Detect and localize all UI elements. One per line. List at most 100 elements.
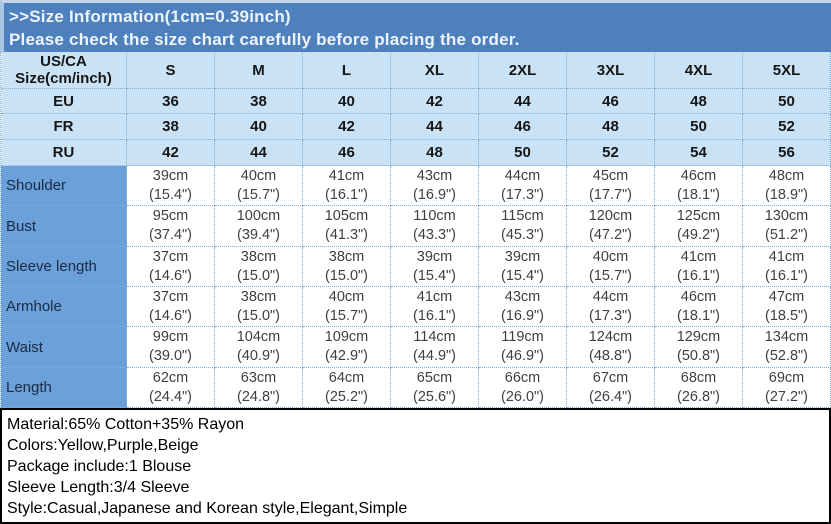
measurement-value-cell: 95cm (37.4")	[127, 206, 215, 247]
measurement-inch: (42.9")	[324, 348, 369, 364]
measurement-cm: 105cm	[324, 208, 369, 224]
measurement-label: Shoulder	[1, 166, 127, 206]
measurement-value-cell: 115cm (45.3")	[479, 206, 567, 247]
measurement-value-cell: 38cm (15.0")	[303, 247, 391, 287]
measurement-value-cell: 134cm (52.8")	[743, 327, 831, 368]
measurement-cm: 115cm	[501, 208, 544, 224]
region-size-value: 40	[303, 89, 391, 114]
region-size-value: 42	[303, 114, 391, 140]
product-detail-line: Style:Casual,Japanese and Korean style,E…	[7, 500, 408, 517]
size-header-row: US/CA Size(cm/inch) S M L XL 2XL 3XL 4XL 5XL	[1, 52, 831, 89]
measurement-inch: (16.1")	[324, 186, 369, 203]
measurement-cm: 114cm	[413, 329, 456, 345]
size-column-header: XL	[391, 52, 479, 89]
product-detail-line: Package include:1 Blouse	[7, 458, 192, 475]
measurement-value-cell: 100cm (39.4")	[215, 206, 303, 247]
measurement-value-cell: 38cm (15.0")	[215, 247, 303, 287]
measurement-cm: 100cm	[236, 208, 281, 224]
measurement-inch: (45.3")	[500, 227, 545, 243]
measurement-cm: 37cm	[152, 288, 189, 305]
measurement-cm: 130cm	[764, 208, 809, 224]
measurement-inch: (16.1")	[676, 267, 721, 284]
region-size-value: 52	[567, 140, 655, 166]
region-size-value: 36	[127, 89, 215, 114]
measurement-value-cell: 46cm (18.1")	[655, 287, 743, 327]
measurement-inch: (44.9")	[412, 348, 457, 364]
measurement-cm: 62cm	[152, 369, 189, 386]
region-size-value: 38	[127, 114, 215, 140]
region-size-value: 40	[215, 114, 303, 140]
measurement-value-cell: 37cm (14.6")	[127, 247, 215, 287]
measurement-inch: (16.9")	[412, 186, 457, 203]
measurement-label: Length	[1, 368, 127, 408]
measurement-value-cell: 105cm (41.3")	[303, 206, 391, 247]
measurement-inch: (17.3")	[500, 186, 545, 203]
measurement-inch: (15.4")	[412, 267, 457, 284]
corner-label-line2: Size(cm/inch)	[15, 70, 112, 87]
measurement-inch: (39.4")	[236, 227, 281, 243]
measurement-inch: (18.1")	[676, 307, 721, 324]
banner-title: >>Size Information(1cm=0.39inch)	[9, 7, 291, 26]
measurement-inch: (25.2")	[324, 388, 369, 405]
measurement-cm: 40cm	[240, 167, 277, 184]
measurement-value-cell: 39cm (15.4")	[391, 247, 479, 287]
measurement-inch: (15.0")	[324, 267, 369, 284]
corner-cell: US/CA Size(cm/inch)	[1, 52, 127, 89]
measurement-cm: 95cm	[152, 208, 189, 224]
measurement-inch: (50.8")	[676, 348, 721, 364]
size-column-header: L	[303, 52, 391, 89]
measurement-cm: 69cm	[768, 369, 805, 386]
measurement-inch: (15.0")	[236, 267, 281, 284]
measurement-value-cell: 39cm (15.4")	[479, 247, 567, 287]
measurement-inch: (27.2")	[764, 388, 809, 405]
measurement-inch: (16.1")	[412, 307, 457, 324]
measurement-inch: (15.0")	[236, 307, 281, 324]
measurement-inch: (39.0")	[148, 348, 193, 364]
measurement-cm: 39cm	[504, 248, 541, 265]
region-size-value: 56	[743, 140, 831, 166]
size-chart-table: US/CA Size(cm/inch) S M L XL 2XL 3XL 4XL 5XL EU 36 3…	[0, 52, 831, 408]
measurement-value-cell: 43cm (16.9")	[479, 287, 567, 327]
measurement-value-cell: 110cm (43.3")	[391, 206, 479, 247]
measurement-value-cell: 44cm (17.3")	[479, 166, 567, 206]
measurement-value-cell: 47cm (18.5")	[743, 287, 831, 327]
measurement-inch: (24.4")	[148, 388, 193, 405]
measurement-value-cell: 119cm (46.9")	[479, 327, 567, 368]
measurement-cm: 41cm	[328, 167, 365, 184]
product-detail-line: Colors:Yellow,Purple,Beige	[7, 437, 199, 454]
measurement-inch: (49.2")	[676, 227, 721, 243]
measurement-label: Sleeve length	[1, 247, 127, 287]
region-label: RU	[1, 140, 127, 166]
measurement-value-cell: 39cm (15.4")	[127, 166, 215, 206]
region-size-value: 48	[391, 140, 479, 166]
measurement-inch: (26.8")	[676, 388, 721, 405]
measurement-row: Bust 95cm (37.4") 100cm (39.4") 105cm (41.3") 1…	[1, 206, 831, 247]
measurement-cm: 37cm	[152, 248, 189, 265]
measurement-inch: (43.3")	[412, 227, 457, 243]
region-size-value: 46	[303, 140, 391, 166]
measurement-cm: 41cm	[680, 248, 717, 265]
measurement-inch: (17.7")	[588, 186, 633, 203]
measurement-row: Armhole 37cm (14.6") 38cm (15.0") 40cm (15.7")…	[1, 287, 831, 327]
region-size-value: 44	[215, 140, 303, 166]
measurement-value-cell: 99cm (39.0")	[127, 327, 215, 368]
measurement-value-cell: 109cm (42.9")	[303, 327, 391, 368]
measurement-cm: 47cm	[768, 288, 805, 305]
measurement-inch: (47.2")	[588, 227, 633, 243]
measurement-inch: (16.1")	[764, 267, 809, 284]
measurement-cm: 40cm	[328, 288, 365, 305]
product-detail-line: Sleeve Length:3/4 Sleeve	[7, 479, 190, 496]
measurement-value-cell: 66cm (26.0")	[479, 368, 567, 408]
measurement-cm: 64cm	[328, 369, 365, 386]
measurement-cm: 110cm	[413, 208, 456, 224]
measurement-cm: 67cm	[592, 369, 629, 386]
measurement-cm: 104cm	[236, 329, 281, 345]
measurement-cm: 65cm	[416, 369, 453, 386]
measurement-inch: (26.4")	[588, 388, 633, 405]
region-row: EU 36 38 40 42 44 46 48 50	[1, 89, 831, 114]
measurement-value-cell: 120cm (47.2")	[567, 206, 655, 247]
measurement-label: Bust	[1, 206, 127, 247]
measurement-inch: (52.8")	[764, 348, 809, 364]
measurement-value-cell: 63cm (24.8")	[215, 368, 303, 408]
